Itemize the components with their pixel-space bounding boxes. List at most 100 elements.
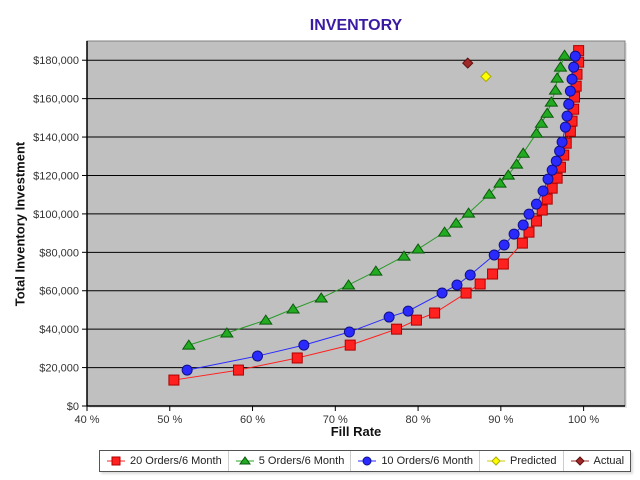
circle-marker-icon [358,456,377,466]
diamond-marker-icon [570,456,589,466]
data-point [553,61,568,72]
data-point [546,164,558,176]
x-tick-label: 60 % [240,414,265,426]
y-tick-label: $100,000 [33,209,79,221]
data-point [546,182,558,194]
data-point [397,250,411,261]
data-point [298,339,310,351]
series-actual [462,57,474,69]
data-point [537,185,549,197]
legend-item: Predicted [480,451,564,471]
data-point [462,57,474,69]
data-point [436,287,448,299]
chart-title: INVENTORY [309,17,403,34]
legend-item: Actual [564,451,631,471]
series-5-orders-6-month [181,49,572,350]
data-point [487,268,499,280]
legend-label: Actual [593,455,625,467]
data-point [286,303,301,314]
data-point [451,279,463,291]
data-point [559,121,571,133]
y-tick-label: $0 [67,401,79,413]
data-point [557,49,572,60]
data-point [482,188,497,199]
data-point [498,239,510,251]
data-point [509,158,524,169]
data-point [530,198,542,210]
data-point [474,278,486,290]
data-point [437,226,452,237]
data-point [497,258,509,270]
data-point [534,117,549,128]
chart-canvas: $0 $20,000 $40,000 $60,000 $80,000 $100,000 $1… [33,40,627,426]
data-point [168,374,180,386]
data-point [383,311,395,323]
legend-label: 5 Orders/6 Month [258,455,345,467]
data-point [548,84,563,95]
data-point [402,305,414,317]
data-point [344,339,356,351]
data-point [569,50,581,62]
x-tick-label: 80 % [406,414,431,426]
data-point [568,61,580,73]
x-tick-label: 50 % [157,414,182,426]
x-axis-label: Fill Rate [330,424,382,439]
x-tick-label: 90 % [488,414,513,426]
x-tick-label: 70 % [323,414,348,426]
data-point [219,327,234,338]
data-point [493,177,507,188]
data-point [464,269,476,281]
data-point [429,307,441,319]
data-point [341,279,356,290]
data-point [529,127,544,138]
y-tick-label: $140,000 [33,132,79,144]
data-point [564,85,576,97]
y-tick-label: $160,000 [33,94,79,106]
data-point [449,217,464,228]
data-point [181,339,196,350]
series-10-orders-6-month [181,50,581,376]
y-tick-label: $40,000 [39,324,79,336]
data-point [258,314,273,325]
x-tick-label: 100 % [568,414,599,426]
diamond-marker-icon [487,456,506,466]
data-point [544,96,559,107]
x-tick-label: 40 % [74,414,99,426]
data-point [536,204,548,216]
data-point [368,265,383,276]
data-point [488,249,500,261]
data-point [561,110,573,122]
y-tick-label: $80,000 [39,247,79,259]
plot-area [86,40,626,407]
data-point [501,169,516,180]
data-point [566,73,578,85]
data-point [540,107,555,118]
data-point [517,219,529,231]
y-tick-label: $180,000 [33,55,79,67]
data-point [252,350,264,362]
data-point [550,72,565,83]
data-point [542,173,554,185]
data-point [530,215,542,227]
square-marker-icon [107,456,125,466]
data-point [550,155,562,167]
legend-label: 20 Orders/6 Month [130,455,222,467]
data-point [291,352,303,364]
y-tick-label: $20,000 [39,363,79,375]
data-point [461,207,476,218]
y-tick-label: $60,000 [39,286,79,298]
legend-label: 10 Orders/6 Month [381,455,474,467]
data-point [516,147,531,158]
data-point [523,226,535,238]
data-point [411,243,426,254]
data-point [480,70,492,83]
data-point [556,136,568,148]
data-point [343,326,355,338]
data-point [508,228,520,240]
legend-item: 10 Orders/6 Month [351,451,481,471]
data-series [168,45,585,386]
legend: 20 Orders/6 Month 5 Orders/6 Month 10 Orde… [99,450,632,472]
data-point [460,287,472,299]
data-point [410,314,422,326]
data-point [181,364,193,376]
